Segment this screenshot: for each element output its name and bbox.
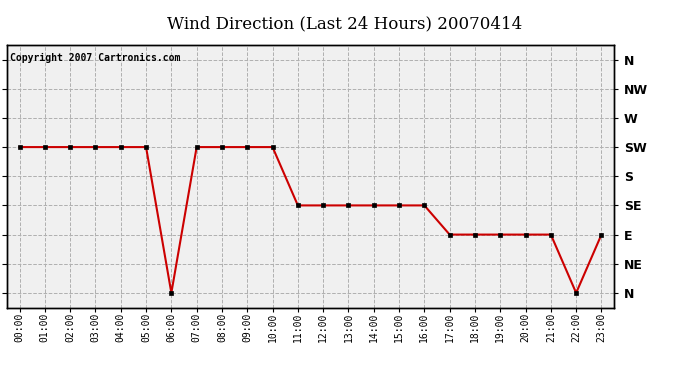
Text: Wind Direction (Last 24 Hours) 20070414: Wind Direction (Last 24 Hours) 20070414 [168,15,522,32]
Text: Copyright 2007 Cartronics.com: Copyright 2007 Cartronics.com [10,53,180,63]
